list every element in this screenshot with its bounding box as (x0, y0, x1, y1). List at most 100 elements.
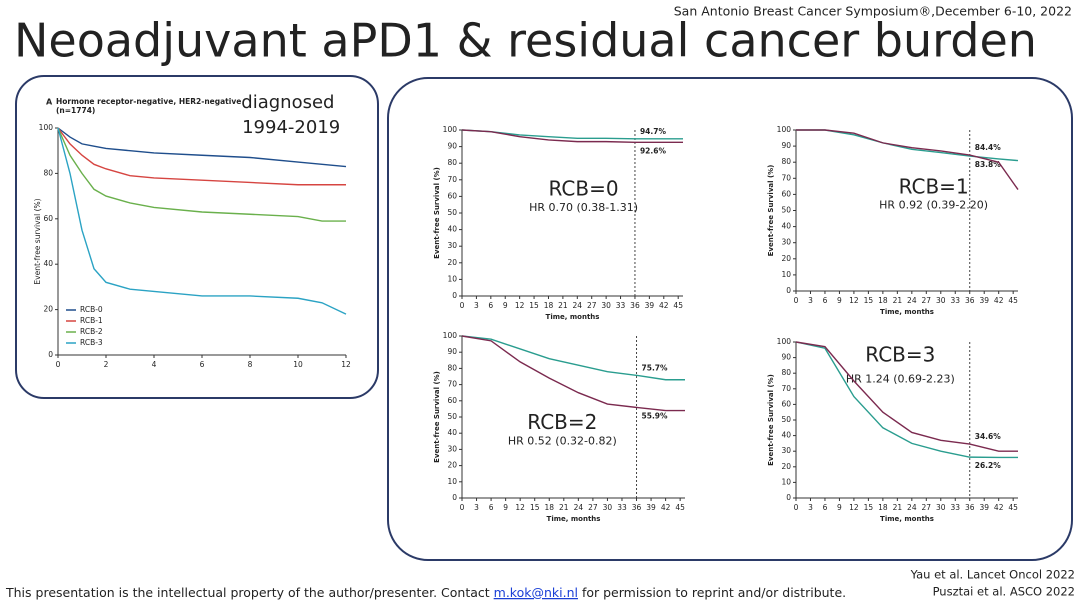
x-tick-label: 45 (1008, 503, 1018, 512)
x-tick-label: 27 (922, 503, 932, 512)
y-tick-label: 0 (452, 291, 457, 300)
x-tick-label: 39 (645, 301, 655, 310)
x-axis-label: Time, months (547, 515, 601, 523)
x-tick-label: 4 (152, 360, 157, 369)
x-tick-label: 6 (488, 301, 493, 310)
y-tick-label: 90 (781, 353, 791, 362)
x-tick-label: 6 (823, 503, 828, 512)
annotation: RCB=3 (865, 343, 935, 367)
x-tick-label: 24 (907, 296, 917, 305)
y-tick-label: 40 (781, 431, 791, 440)
x-tick-label: 30 (601, 301, 611, 310)
value-label: 55.9% (642, 411, 669, 420)
legend-label: RCB-0 (80, 305, 103, 314)
y-tick-label: 60 (781, 399, 791, 408)
chart-subtitle: (n=1774) (56, 106, 95, 115)
x-tick-label: 36 (632, 503, 642, 512)
x-tick-label: 10 (293, 360, 303, 369)
y-tick-label: 70 (781, 384, 791, 393)
x-tick-label: 27 (588, 503, 598, 512)
annotation: HR 1.24 (0.69-2.23) (846, 372, 955, 385)
x-tick-label: 3 (808, 296, 813, 305)
x-tick-label: 15 (864, 296, 874, 305)
y-tick-label: 20 (781, 462, 791, 471)
y-tick-label: 100 (39, 123, 54, 132)
y-tick-label: 10 (781, 477, 791, 486)
x-tick-label: 18 (544, 503, 554, 512)
survival-curve (57, 127, 346, 186)
chart-title: Hormone receptor-negative, HER2-negative (56, 97, 241, 106)
y-tick-label: 20 (447, 461, 457, 470)
x-tick-label: 21 (893, 296, 903, 305)
y-tick-label: 80 (781, 157, 791, 166)
survival-curve (57, 127, 347, 315)
x-tick-label: 24 (907, 503, 917, 512)
y-tick-label: 50 (447, 208, 457, 217)
x-tick-label: 45 (1008, 296, 1018, 305)
survival-curve (57, 127, 347, 168)
right-panel-frame (387, 77, 1073, 561)
y-axis-label: Event-free Survival (%) (767, 374, 775, 466)
y-tick-label: 0 (786, 286, 791, 295)
y-tick-label: 20 (447, 258, 457, 267)
x-tick-label: 42 (661, 503, 671, 512)
x-tick-label: 18 (878, 296, 888, 305)
x-tick-label: 33 (617, 503, 627, 512)
x-tick-label: 0 (794, 503, 799, 512)
x-tick-label: 6 (200, 360, 205, 369)
y-tick-label: 0 (48, 350, 53, 359)
y-axis-label: Event-free Survival (%) (433, 167, 441, 259)
panel-label: A (46, 98, 53, 107)
x-tick-label: 9 (503, 301, 508, 310)
footer-text: for permission to reprint and/or distrib… (578, 585, 846, 600)
y-tick-label: 40 (781, 222, 791, 231)
y-tick-label: 80 (447, 158, 457, 167)
y-tick-label: 100 (443, 331, 458, 340)
x-tick-label: 24 (573, 301, 583, 310)
y-tick-label: 0 (786, 493, 791, 502)
x-tick-label: 42 (994, 296, 1004, 305)
annotation: RCB=0 (549, 176, 619, 200)
x-tick-label: 27 (587, 301, 597, 310)
y-tick-label: 30 (781, 238, 791, 247)
email-link[interactable]: m.kok@nki.nl (494, 585, 578, 600)
survival-curve (461, 335, 685, 412)
x-tick-label: 9 (503, 503, 508, 512)
value-label: 34.6% (975, 432, 1002, 441)
x-tick-label: 8 (248, 360, 253, 369)
x-tick-label: 24 (574, 503, 584, 512)
x-tick-label: 12 (515, 503, 525, 512)
survival-curve (795, 341, 1018, 459)
x-tick-label: 0 (460, 301, 465, 310)
y-tick-label: 80 (781, 368, 791, 377)
x-tick-label: 39 (979, 296, 989, 305)
legend-label: RCB-1 (80, 316, 103, 325)
x-tick-label: 18 (878, 503, 888, 512)
conference: San Antonio Breast Cancer Symposium®,Dec… (674, 4, 1072, 19)
x-tick-label: 45 (675, 503, 685, 512)
y-tick-label: 50 (447, 412, 457, 421)
x-tick-label: 21 (558, 301, 568, 310)
x-tick-label: 33 (950, 503, 960, 512)
y-tick-label: 90 (447, 142, 457, 151)
y-axis-label: Event-free survival (%) (33, 198, 42, 284)
survival-curve (461, 335, 685, 381)
survival-curve (795, 341, 1018, 452)
x-tick-label: 42 (659, 301, 669, 310)
value-label: 92.6% (640, 146, 667, 155)
y-tick-label: 60 (781, 189, 791, 198)
x-tick-label: 0 (56, 360, 61, 369)
y-tick-label: 50 (781, 206, 791, 215)
x-tick-label: 36 (965, 503, 975, 512)
y-tick-label: 10 (447, 274, 457, 283)
legend-label: RCB-2 (80, 327, 103, 336)
y-tick-label: 30 (781, 446, 791, 455)
y-tick-label: 60 (43, 214, 53, 223)
y-axis-label: Event-free Survival (%) (433, 371, 441, 463)
y-tick-label: 40 (447, 428, 457, 437)
x-tick-label: 42 (994, 503, 1004, 512)
annotation: diagnosed (241, 92, 334, 113)
x-tick-label: 33 (616, 301, 626, 310)
slide-title: Neoadjuvant aPD1 & residual cancer burde… (14, 14, 1037, 68)
